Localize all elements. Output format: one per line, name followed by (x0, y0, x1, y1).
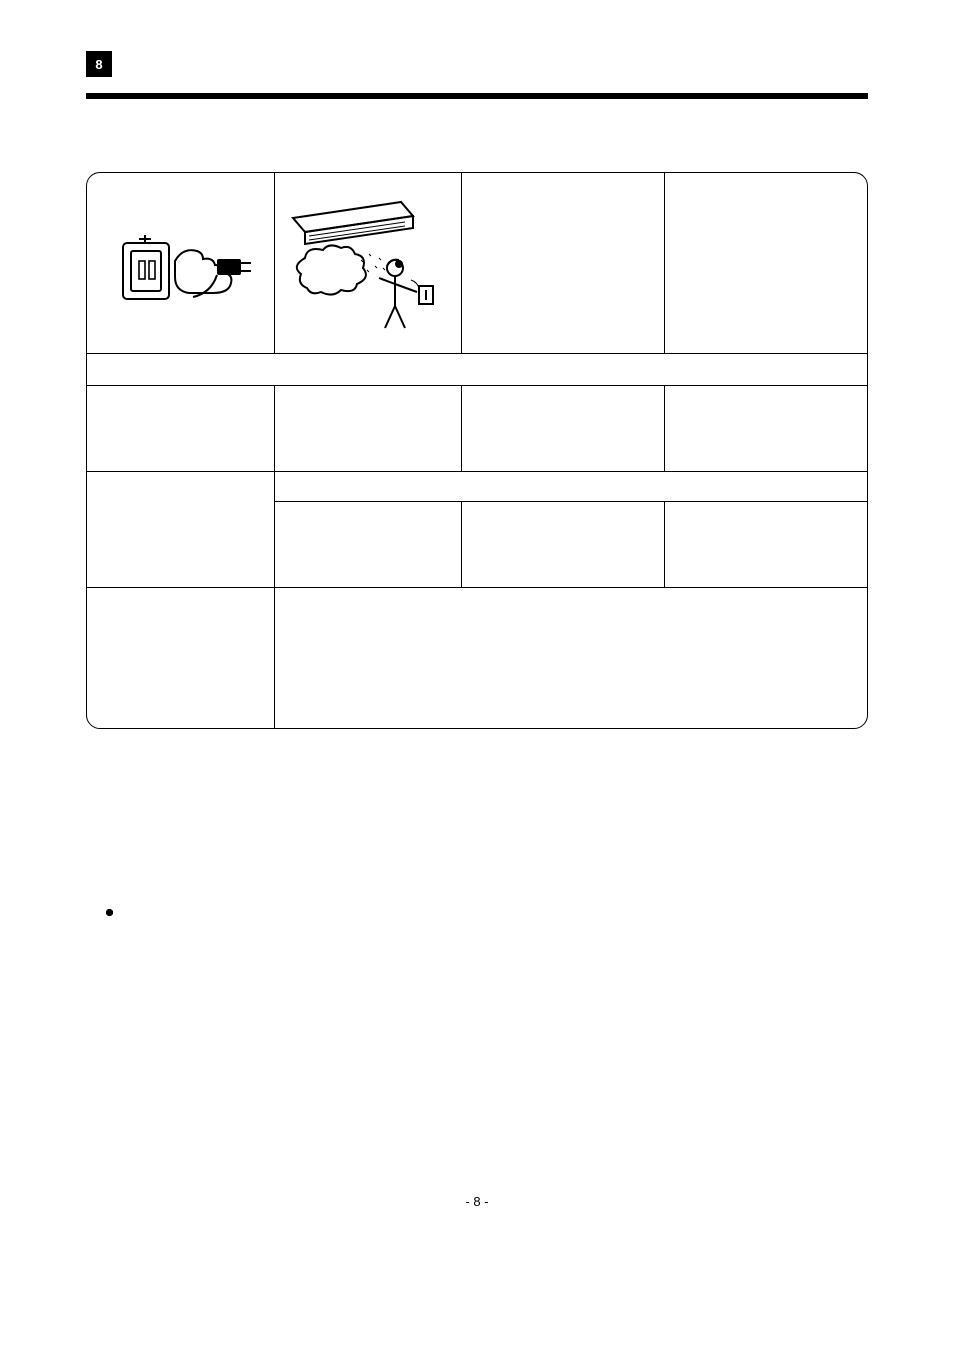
illustration-cell-socket (87, 173, 274, 354)
footer-page-number: - 8 - (0, 1194, 954, 1209)
table-cell (274, 502, 461, 588)
instruction-table (86, 172, 868, 729)
table-cell (664, 386, 867, 472)
table-cell (274, 386, 461, 472)
table-cell (664, 173, 867, 354)
table-cell-label (87, 472, 274, 588)
table-cell (87, 386, 274, 472)
table-cell (461, 386, 664, 472)
socket-plug-illustration (95, 183, 266, 343)
table-row (87, 354, 867, 386)
table-cell (461, 173, 664, 354)
header-rule (86, 93, 868, 99)
socket-plug-icon (105, 203, 255, 323)
table-row (87, 472, 867, 502)
table-cell-open (274, 588, 867, 728)
table-cell (664, 502, 867, 588)
bullet-list (106, 900, 124, 904)
table-row (87, 173, 867, 354)
table-row (87, 588, 867, 728)
table-band (274, 472, 867, 502)
ac-dust-icon (283, 188, 453, 338)
table-cell-label-rounded (87, 588, 274, 728)
page-number-badge: 8 (86, 51, 112, 77)
table-row (87, 386, 867, 472)
ac-dust-illustration (283, 183, 453, 343)
table-band (87, 354, 867, 386)
illustration-cell-ac (274, 173, 461, 354)
table-cell (461, 502, 664, 588)
